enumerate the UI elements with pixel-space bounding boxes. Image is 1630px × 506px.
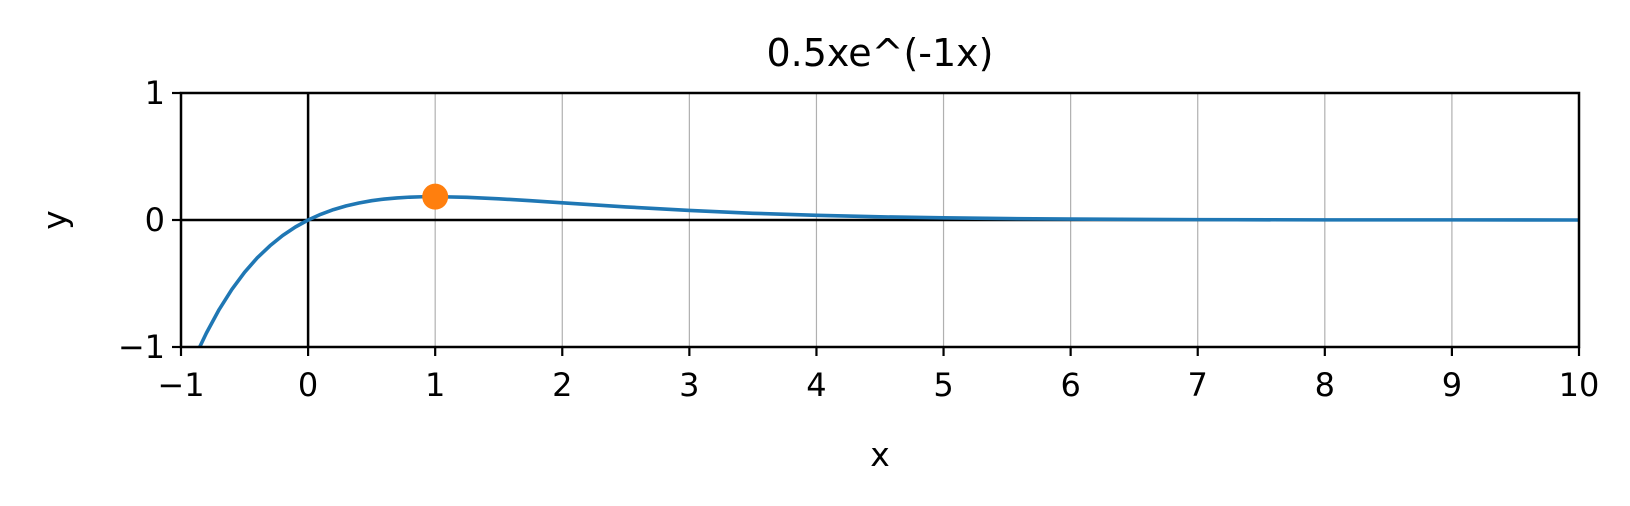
x-tick-label: 9 xyxy=(1442,366,1462,404)
x-tick-label: 4 xyxy=(806,366,826,404)
x-tick-label: 0 xyxy=(298,366,318,404)
chart-title: 0.5xe^(-1x) xyxy=(767,31,994,75)
series-layer xyxy=(197,183,1579,347)
x-tick-label: 6 xyxy=(1060,366,1080,404)
x-tick-label: 5 xyxy=(933,366,953,404)
x-tick-label: 2 xyxy=(552,366,572,404)
y-tick-label: −1 xyxy=(118,328,165,366)
highlight-point xyxy=(422,183,449,210)
x-tick-label: 8 xyxy=(1315,366,1335,404)
y-axis-label: y xyxy=(35,210,74,230)
x-axis-label: x xyxy=(870,435,890,474)
ticks: −1 0 1 2 3 4 5 6 7 8 9 10 −1 0 1 xyxy=(118,74,1600,404)
x-tick-label: −1 xyxy=(157,366,204,404)
y-tick-label: 0 xyxy=(145,201,165,239)
y-tick-label: 1 xyxy=(145,74,165,112)
x-tick-label: 10 xyxy=(1559,366,1600,404)
x-tick-label: 7 xyxy=(1188,366,1208,404)
series-line xyxy=(197,194,1579,347)
x-tick-label: 1 xyxy=(425,366,445,404)
x-tick-label: 3 xyxy=(679,366,699,404)
